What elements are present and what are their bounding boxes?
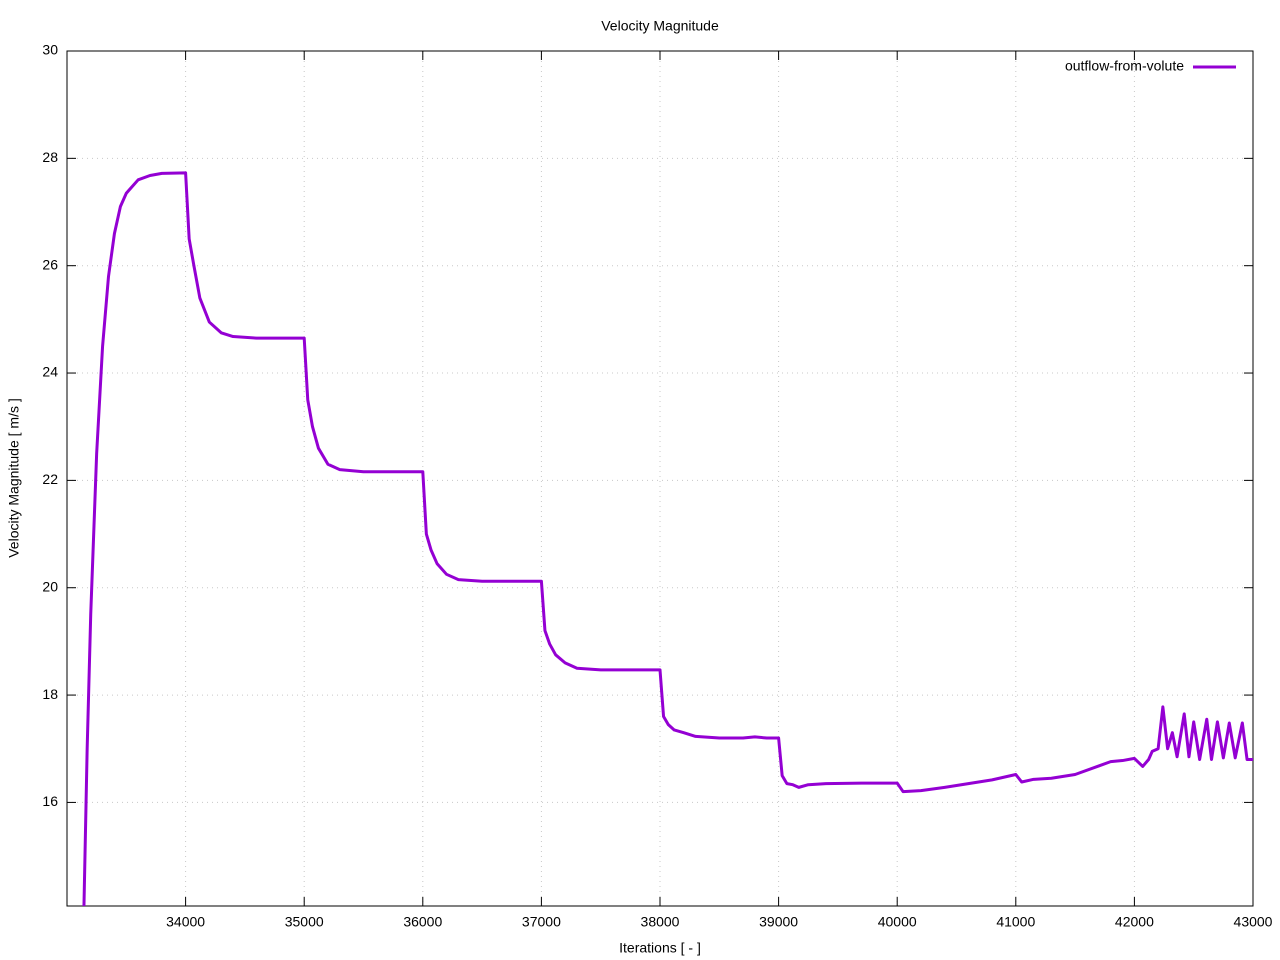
x-tick-label: 41000 [996,914,1035,930]
y-axis-label: Velocity Magnitude [ m/s ] [6,398,22,558]
plot-border [66,50,1254,907]
x-axis-label: Iterations [ - ] [619,940,701,956]
x-tick-label: 43000 [1234,914,1273,930]
y-tick-label: 18 [42,686,58,702]
chart-title: Velocity Magnitude [601,18,719,34]
y-tick-label: 24 [42,364,58,380]
y-tick-label: 20 [42,578,58,594]
y-tick-label: 26 [42,256,58,272]
x-tick-label: 38000 [641,914,680,930]
x-tick-label: 37000 [522,914,561,930]
x-tick-label: 35000 [285,914,324,930]
y-tick-label: 30 [42,42,58,58]
x-tick-label: 36000 [403,914,442,930]
x-tick-label: 40000 [878,914,917,930]
y-tick-label: 22 [42,471,58,487]
y-tick-label: 16 [42,793,58,809]
x-tick-label: 42000 [1115,914,1154,930]
legend-label: outflow-from-volute [1065,58,1184,74]
x-tick-label: 34000 [166,914,205,930]
x-tick-label: 39000 [759,914,798,930]
y-tick-label: 28 [42,149,58,165]
series-line [82,171,1253,906]
